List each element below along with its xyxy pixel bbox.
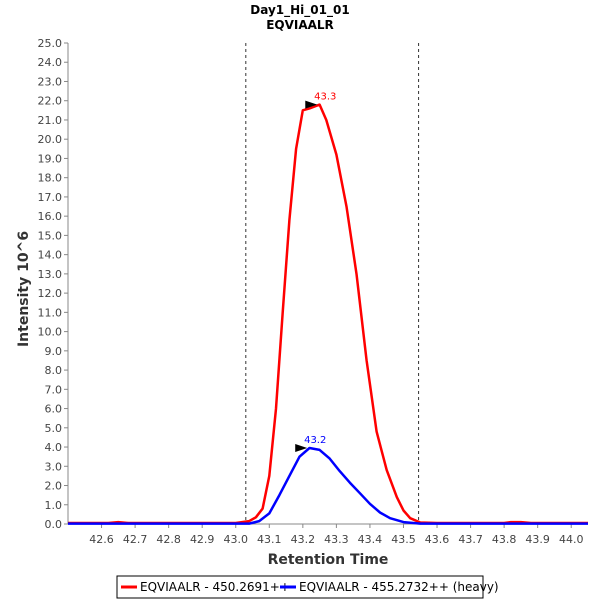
y-tick-label: 12.0 xyxy=(38,287,63,300)
x-tick-label: 44.0 xyxy=(559,533,584,546)
peak-label-heavy: 43.2 xyxy=(304,435,326,446)
plot-area xyxy=(68,43,588,524)
series-line-heavy xyxy=(68,446,588,525)
y-axis-label: Intensity 10^6 xyxy=(16,231,32,347)
legend-label-heavy: EQVIAALR - 455.2732++ (heavy) xyxy=(299,580,499,594)
x-tick-label: 43.7 xyxy=(458,533,483,546)
y-tick-label: 4.0 xyxy=(45,441,63,454)
y-tick-label: 11.0 xyxy=(38,306,63,319)
peak-label-light: 43.3 xyxy=(314,92,336,103)
x-tick-label: 43.5 xyxy=(391,533,416,546)
legend: EQVIAALR - 450.2691++ EQVIAALR - 455.273… xyxy=(116,575,499,599)
x-axis-label: Retention Time xyxy=(268,552,389,568)
x-axis: 42.6 42.7 42.8 42.9 43.0 43.1 43.2 43.3 43.4 43.5… xyxy=(68,523,588,546)
x-tick-label: 43.4 xyxy=(358,533,383,546)
y-tick-label: 6.0 xyxy=(45,403,63,416)
y-tick-label: 7.0 xyxy=(45,383,63,396)
y-tick-label: 17.0 xyxy=(38,191,63,204)
legend-box xyxy=(116,575,484,599)
y-tick-label: 14.0 xyxy=(38,249,63,262)
y-tick-label: 0.0 xyxy=(45,518,63,531)
y-tick-label: 16.0 xyxy=(38,210,63,223)
y-tick-label: 22.0 xyxy=(38,95,63,108)
y-tick-label: 3.0 xyxy=(45,460,63,473)
y-tick-label: 19.0 xyxy=(38,152,63,165)
x-tick-label: 43.0 xyxy=(223,533,248,546)
x-tick-label: 42.9 xyxy=(190,533,215,546)
y-axis: 0.0 1.0 2.0 3.0 4.0 5.0 6.0 7.0 8.0 9.0 10.0 11.0 12… xyxy=(38,37,69,531)
y-tick-label: 20.0 xyxy=(38,133,63,146)
x-tick-label: 43.3 xyxy=(324,533,349,546)
peak-annotations: 43.3 43.2 xyxy=(295,92,336,453)
x-tick-label: 43.6 xyxy=(425,533,450,546)
legend-label-light: EQVIAALR - 450.2691++ xyxy=(140,580,290,594)
x-tick-label: 42.7 xyxy=(123,533,148,546)
y-tick-label: 23.0 xyxy=(38,75,63,88)
x-tick-label: 43.1 xyxy=(257,533,282,546)
y-tick-label: 24.0 xyxy=(38,56,63,69)
y-tick-label: 15.0 xyxy=(38,229,63,242)
x-tick-label: 43.9 xyxy=(525,533,550,546)
y-tick-label: 18.0 xyxy=(38,172,63,185)
y-tick-label: 25.0 xyxy=(38,37,63,50)
y-tick-label: 2.0 xyxy=(45,480,63,493)
y-tick-label: 21.0 xyxy=(38,114,63,127)
chart-subtitle: EQVIAALR xyxy=(266,18,334,32)
x-tick-label: 42.6 xyxy=(89,533,114,546)
x-tick-label: 43.8 xyxy=(492,533,517,546)
y-tick-label: 10.0 xyxy=(38,326,63,339)
integration-boundaries xyxy=(245,43,420,524)
y-tick-label: 13.0 xyxy=(38,268,63,281)
y-tick-label: 9.0 xyxy=(45,345,63,358)
peak-marker-light xyxy=(305,100,318,109)
y-tick-label: 5.0 xyxy=(45,422,63,435)
y-tick-label: 1.0 xyxy=(45,499,63,512)
y-tick-label: 8.0 xyxy=(45,364,63,377)
series-layer xyxy=(68,103,588,525)
peak-marker-heavy xyxy=(295,444,308,453)
x-tick-label: 42.8 xyxy=(156,533,181,546)
chart-title: Day1_Hi_01_01 xyxy=(250,3,349,18)
x-tick-label: 43.2 xyxy=(291,533,316,546)
